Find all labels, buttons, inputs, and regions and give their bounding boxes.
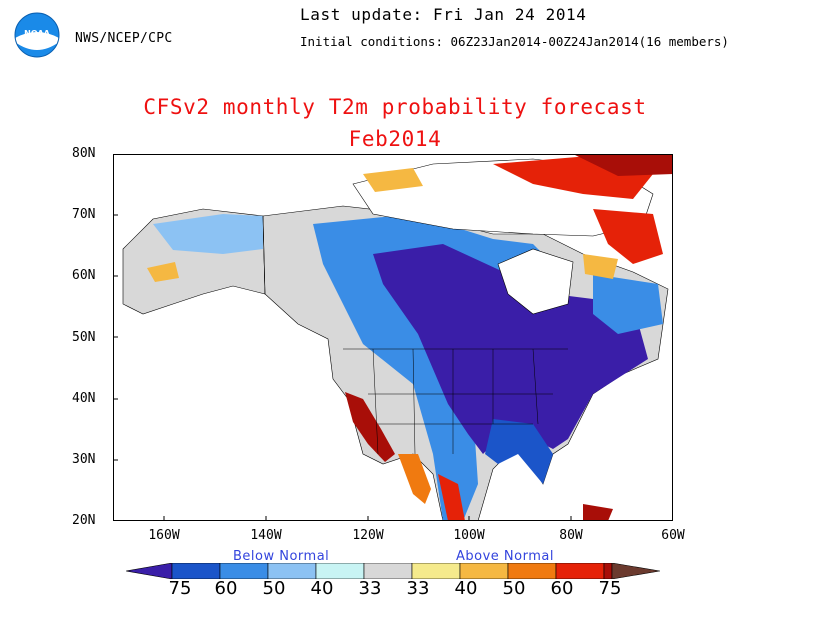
colorbar-label: 50	[262, 578, 286, 599]
colorbar-label: 75	[168, 578, 192, 599]
lat-label-50n: 50N	[72, 330, 96, 345]
baffin-orange	[583, 254, 618, 279]
colorbar-below-50	[219, 563, 269, 579]
colorbar-label: 75	[598, 578, 622, 599]
colorbar-above-50	[507, 563, 557, 579]
map-title: CFSv2 monthly T2m probability forecast	[143, 95, 647, 119]
probability-colorbar	[126, 563, 660, 579]
baja-orange	[398, 454, 431, 504]
above-normal-label: Above Normal	[456, 549, 554, 564]
colorbar-label: 50	[502, 578, 526, 599]
hudson-bay	[497, 248, 574, 315]
colorbar-above-33	[411, 563, 461, 579]
political-borders	[262, 215, 568, 455]
forecast-map	[113, 154, 673, 521]
below-normal-label: Below Normal	[233, 549, 330, 564]
arctic-orange-patches	[363, 168, 423, 192]
alaska-light-blue	[153, 214, 263, 254]
colorbar-below-33	[315, 563, 365, 579]
alaska-orange	[147, 262, 179, 282]
medium-blue-southeast	[485, 419, 553, 484]
map-subtitle-month: Feb2014	[348, 127, 442, 151]
agency-label: NWS/NCEP/CPC	[75, 31, 173, 46]
colorbar-label: 60	[214, 578, 238, 599]
lon-label-160w: 160W	[148, 528, 180, 543]
lon-label-120w: 120W	[352, 528, 384, 543]
colorbar-above-max	[611, 563, 660, 579]
colorbar-above-75	[603, 563, 613, 579]
colorbar-label: 33	[406, 578, 430, 599]
colorbar-label: 33	[358, 578, 382, 599]
california-red	[345, 392, 395, 462]
colorbar-label: 60	[550, 578, 574, 599]
initial-conditions-text: Initial conditions: 06Z23Jan2014-00Z24Ja…	[300, 34, 729, 49]
lat-label-20n: 20N	[72, 513, 96, 528]
colorbar-label: 40	[310, 578, 334, 599]
greenland-red	[593, 209, 663, 264]
lat-label-60n: 60N	[72, 268, 96, 283]
map-frame	[113, 154, 673, 521]
arctic-darkred-patches	[573, 154, 673, 176]
lon-label-140w: 140W	[250, 528, 282, 543]
colorbar-label: 40	[454, 578, 478, 599]
colorbar-below-60	[171, 563, 221, 579]
colorbar-near-normal	[363, 563, 413, 579]
lon-label-60w: 60W	[661, 528, 685, 543]
caribbean-darkred	[583, 504, 613, 521]
last-update-text: Last update: Fri Jan 24 2014	[300, 5, 587, 24]
lon-label-100w: 100W	[453, 528, 485, 543]
noaa-logo: NOAA	[14, 12, 60, 58]
lat-label-70n: 70N	[72, 207, 96, 222]
mexico-red	[438, 474, 465, 521]
lat-label-30n: 30N	[72, 452, 96, 467]
colorbar-above-40	[459, 563, 509, 579]
light-blue-northeast	[593, 274, 663, 334]
colorbar-below-75	[126, 563, 173, 579]
colorbar-below-40	[267, 563, 317, 579]
colorbar-above-60	[555, 563, 605, 579]
lon-label-80w: 80W	[559, 528, 583, 543]
lat-label-80n: 80N	[72, 146, 96, 161]
lat-label-40n: 40N	[72, 391, 96, 406]
noaa-logo-text: NOAA	[24, 29, 50, 38]
